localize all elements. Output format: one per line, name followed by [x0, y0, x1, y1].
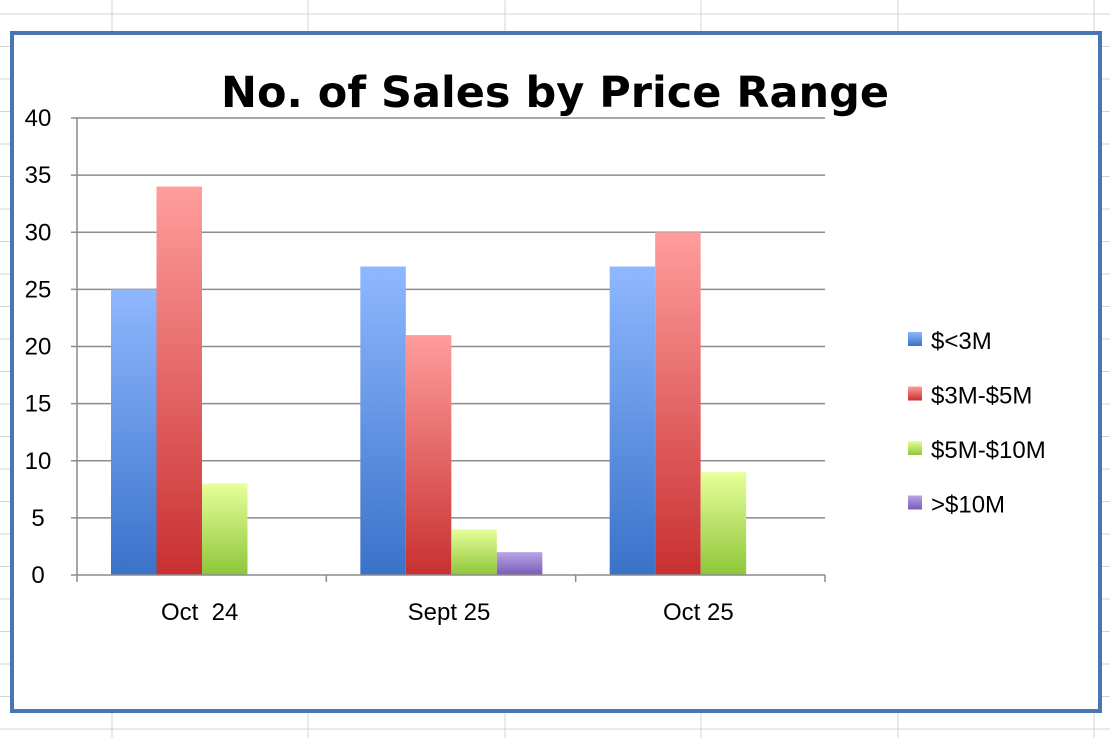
legend-swatch	[908, 441, 922, 455]
legend-swatch	[908, 495, 922, 510]
bar	[156, 186, 202, 576]
y-tick-label: 10	[25, 448, 52, 475]
x-tick-label: Oct 25	[663, 599, 734, 626]
legend-label: $3M-$5M	[931, 383, 1032, 410]
y-tick-label: 25	[25, 276, 52, 303]
bar	[451, 529, 497, 575]
y-tick-label: 0	[31, 562, 44, 589]
bar	[111, 289, 157, 575]
bar	[202, 483, 248, 575]
x-tick-label: Oct 24	[161, 599, 238, 626]
legend: $<3M $3M-$5M $5M-$10M >$10M	[908, 328, 1046, 519]
bar	[700, 472, 747, 575]
bar	[655, 232, 701, 575]
chart-title: No. of Sales by Price Range	[221, 68, 889, 118]
bars	[111, 186, 747, 576]
legend-label: $<3M	[931, 328, 992, 355]
bar	[360, 266, 406, 575]
legend-label: >$10M	[931, 492, 1005, 519]
y-tick-label: 5	[31, 505, 44, 532]
x-tick-label: Sept 25	[408, 599, 491, 626]
bar	[609, 266, 656, 575]
legend-swatch	[908, 386, 922, 401]
y-tick-label: 15	[25, 391, 52, 418]
y-tick-label: 35	[25, 162, 52, 189]
legend-swatch	[908, 332, 922, 346]
y-tick-label: 40	[25, 105, 52, 132]
chart-frame[interactable]: No. of Sales by Price Range 0 5 10 15 20 25 30…	[10, 31, 1102, 713]
legend-label: $5M-$10M	[931, 437, 1046, 464]
bar	[405, 335, 452, 575]
bar	[496, 552, 543, 575]
chart-canvas: No. of Sales by Price Range 0 5 10 15 20 25 30…	[25, 68, 1046, 626]
y-tick-label: 20	[25, 334, 52, 361]
axes: 0 5 10 15 20 25 30 35 40 Oct 24 Sept 25 Oct 25	[25, 105, 826, 626]
y-tick-label: 30	[25, 219, 52, 246]
